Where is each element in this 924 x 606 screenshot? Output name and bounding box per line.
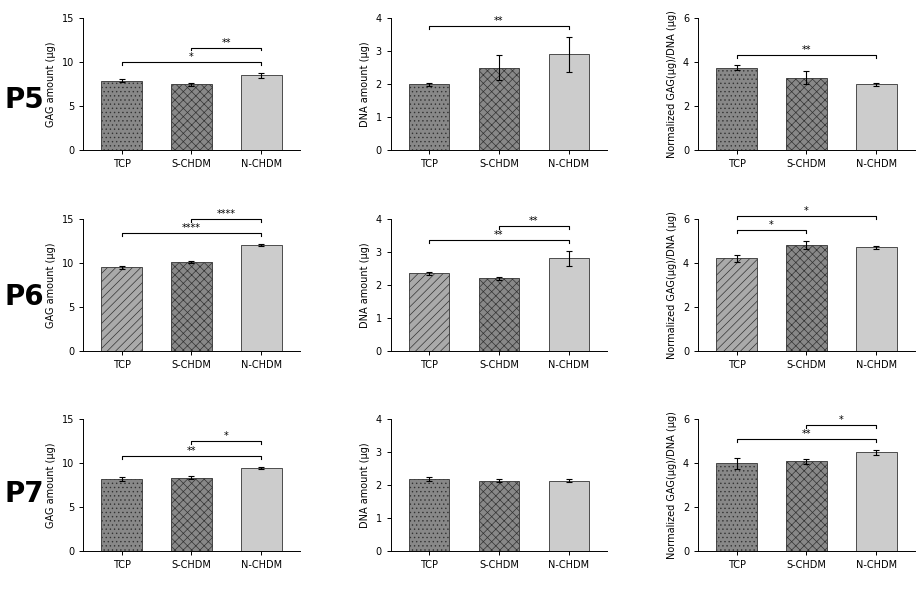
Text: *: * [189,52,194,62]
Bar [171,84,212,150]
Text: P5: P5 [5,86,44,114]
Y-axis label: GAG amount (μg): GAG amount (μg) [46,242,56,328]
Text: P7: P7 [5,480,44,508]
Bar [479,278,519,351]
Bar [716,464,757,551]
Bar [171,262,212,351]
Y-axis label: Normalized GAG(μg)/DNA (μg): Normalized GAG(μg)/DNA (μg) [667,211,677,359]
Bar [102,479,142,551]
Y-axis label: Normalized GAG(μg)/DNA (μg): Normalized GAG(μg)/DNA (μg) [667,10,677,158]
Text: **: ** [187,446,196,456]
Text: ****: **** [217,208,236,219]
Bar [479,481,519,551]
Bar [241,75,282,150]
Text: *: * [224,431,229,441]
Text: **: ** [802,430,811,439]
Text: **: ** [222,38,231,48]
Bar [549,481,590,551]
Text: ****: **** [182,223,201,233]
Bar [856,247,896,351]
Bar [171,478,212,551]
Bar [786,461,827,551]
Bar [408,84,449,150]
Bar [408,273,449,351]
Bar [786,245,827,351]
Text: P6: P6 [5,283,44,311]
Bar [549,55,590,150]
Text: *: * [769,221,774,230]
Text: **: ** [494,16,504,27]
Y-axis label: DNA amount (μg): DNA amount (μg) [359,41,370,127]
Bar [549,258,590,351]
Y-axis label: GAG amount (μg): GAG amount (μg) [46,443,56,528]
Bar [786,78,827,150]
Bar [102,267,142,351]
Bar [716,258,757,351]
Y-axis label: GAG amount (μg): GAG amount (μg) [46,41,56,127]
Y-axis label: DNA amount (μg): DNA amount (μg) [359,242,370,328]
Bar [856,453,896,551]
Text: **: ** [802,45,811,55]
Y-axis label: Normalized GAG(μg)/DNA (μg): Normalized GAG(μg)/DNA (μg) [667,411,677,559]
Bar [408,479,449,551]
Bar [856,84,896,150]
Y-axis label: DNA amount (μg): DNA amount (μg) [359,442,370,528]
Text: **: ** [529,216,539,226]
Bar [479,68,519,150]
Bar [241,468,282,551]
Text: *: * [804,206,808,216]
Text: **: ** [494,230,504,241]
Bar [716,68,757,150]
Text: *: * [839,415,844,425]
Bar [102,81,142,150]
Bar [241,245,282,351]
